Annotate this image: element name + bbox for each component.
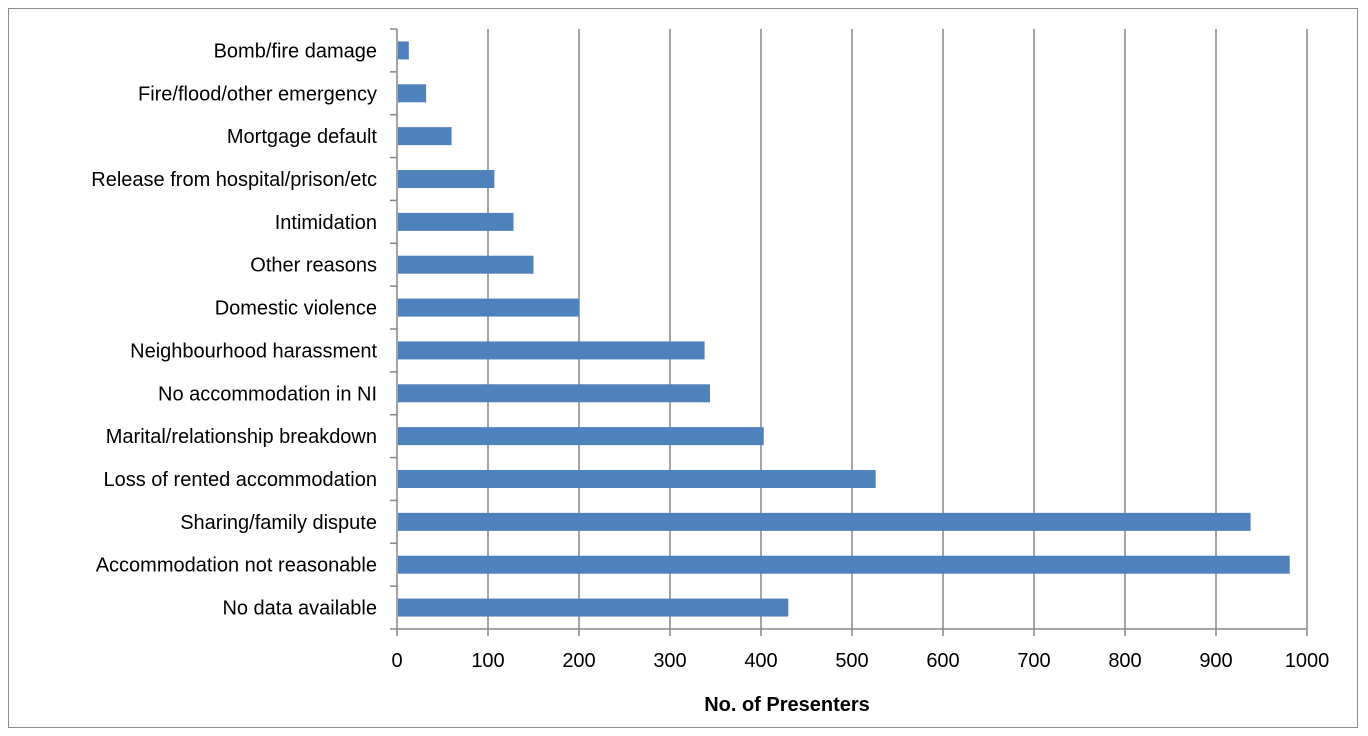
- x-tick-label: 200: [562, 650, 595, 672]
- category-label: Domestic violence: [215, 298, 377, 320]
- bar: [398, 255, 534, 274]
- category-label: Loss of rented accommodation: [104, 469, 378, 491]
- category-label: Neighbourhood harassment: [130, 340, 377, 362]
- bar-chart: Bomb/fire damage Fire/flood/other emergen…: [91, 28, 1329, 716]
- category-label: No accommodation in NI: [158, 383, 377, 405]
- bar: [398, 170, 495, 188]
- x-tick-label: 700: [1017, 650, 1050, 672]
- x-tick-label: 0: [391, 650, 402, 672]
- bar: [398, 427, 764, 446]
- x-tick-label: 1000: [1285, 650, 1330, 672]
- category-label: Release from hospital/prison/etc: [91, 169, 377, 191]
- bar: [398, 298, 579, 317]
- bars: [398, 41, 1290, 617]
- tick-labels: 0 100 200 300 400 500 600 700 800 900 1000: [391, 650, 1329, 672]
- gridlines: [487, 29, 1308, 629]
- x-tick-label: 800: [1108, 650, 1141, 672]
- category-label: Intimidation: [275, 212, 377, 234]
- bar: [398, 512, 1251, 531]
- x-tick-label: 100: [471, 650, 504, 672]
- category-label: Marital/relationship breakdown: [106, 426, 377, 448]
- bar: [398, 84, 427, 103]
- category-label: Fire/flood/other emergency: [138, 83, 377, 105]
- x-tick-label: 400: [744, 650, 777, 672]
- category-label: No data available: [222, 598, 377, 620]
- category-labels: Bomb/fire damage Fire/flood/other emergen…: [91, 40, 377, 619]
- bar: [398, 341, 705, 360]
- bar: [398, 555, 1290, 574]
- chart-frame: Bomb/fire damage Fire/flood/other emergen…: [8, 8, 1358, 728]
- bar: [398, 212, 514, 231]
- category-label: Accommodation not reasonable: [96, 555, 377, 577]
- x-tick-label: 500: [835, 650, 868, 672]
- bar: [398, 127, 452, 146]
- bar: [398, 41, 409, 60]
- x-tick-label: 600: [926, 650, 959, 672]
- category-label: Sharing/family dispute: [180, 512, 377, 534]
- x-tick-label: 300: [653, 650, 686, 672]
- bar: [398, 598, 789, 617]
- axes: [390, 28, 1308, 636]
- category-label: Bomb/fire damage: [214, 40, 377, 62]
- bar: [398, 384, 711, 403]
- category-label: Mortgage default: [227, 126, 378, 148]
- x-axis-title: No. of Presenters: [704, 694, 870, 716]
- category-label: Other reasons: [250, 255, 377, 277]
- bar: [398, 470, 876, 488]
- x-tick-label: 900: [1199, 650, 1232, 672]
